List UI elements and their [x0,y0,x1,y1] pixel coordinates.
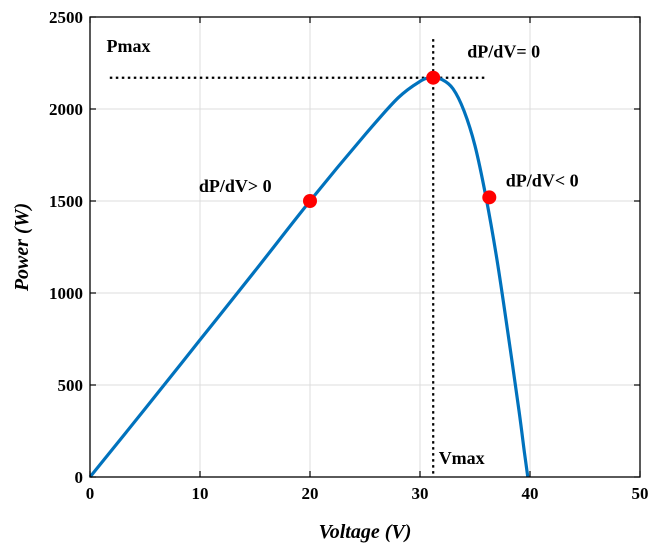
y-tick-label: 1500 [49,192,83,211]
x-tick-label: 20 [302,484,319,503]
y-tick-label: 2000 [49,100,83,119]
y-axis-label: Power (W) [11,203,33,292]
annotation-vmax: Vmax [439,448,485,468]
x-tick-label: 10 [192,484,209,503]
x-axis-label: Voltage (V) [319,521,412,543]
y-tick-label: 1000 [49,284,83,303]
annotation-slope-negative: dP/dV< 0 [506,170,579,190]
x-tick-label: 40 [522,484,539,503]
operating-point-marker [426,70,441,85]
marker-layer [303,70,497,208]
operating-point-marker [303,194,317,208]
series-layer [88,76,530,479]
annotations: Pmax dP/dV= 0 dP/dV> 0 dP/dV< 0 Vmax [107,36,579,468]
grid [89,16,641,478]
power-curve [88,76,530,479]
x-tick-label: 30 [412,484,429,503]
guide-lines [109,39,486,477]
y-tick-label: 2500 [49,8,83,27]
x-tick-label: 50 [632,484,649,503]
y-tick-label: 500 [58,376,84,395]
annotation-pmax: Pmax [107,36,151,56]
y-tick-label: 0 [75,468,84,487]
x-tick-label: 0 [86,484,95,503]
annotation-slope-positive: dP/dV> 0 [199,176,272,196]
plot-frame [89,16,641,478]
annotation-slope-zero: dP/dV= 0 [467,41,540,61]
operating-point-marker [482,190,497,205]
